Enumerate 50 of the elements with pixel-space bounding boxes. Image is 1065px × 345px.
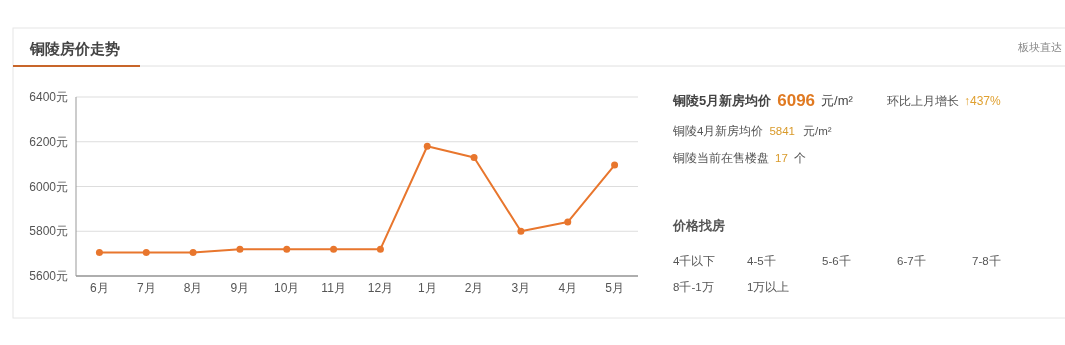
- text: 环比上月增长: [887, 94, 959, 108]
- y-tick-label: 5600元: [29, 269, 68, 283]
- y-tick-label: 6400元: [29, 90, 68, 104]
- text: 1万以上: [747, 281, 790, 293]
- point: [470, 153, 478, 161]
- text: 铜陵4月新房均价: [672, 124, 764, 137]
- point: [283, 245, 291, 253]
- x-tick-label: 9月: [230, 281, 250, 295]
- point: [330, 245, 338, 253]
- text: ↑437%: [964, 94, 1002, 108]
- x-tick-label: 10月: [274, 281, 300, 295]
- point: [236, 245, 244, 253]
- point: [564, 218, 572, 226]
- y-tick-label: 5800元: [29, 224, 68, 239]
- text: 个: [793, 152, 806, 164]
- text: 铜陵当前在售楼盘: [672, 152, 769, 164]
- point: [95, 249, 103, 257]
- x-tick-label: 12月: [367, 281, 394, 295]
- x-tick-label: 8月: [183, 281, 203, 295]
- text: 17: [775, 152, 788, 164]
- chart-title: 铜陵房价走势: [29, 40, 120, 57]
- x-tick-label: 7月: [136, 281, 156, 295]
- x-tick-label: 6月: [90, 281, 109, 295]
- point: [189, 249, 197, 257]
- text: 5-6千: [822, 254, 851, 267]
- x-tick-label: 2月: [464, 281, 484, 295]
- text: 板块直达: [1017, 41, 1062, 53]
- x-tick-label: 4月: [558, 281, 578, 295]
- text: 6-7千: [897, 254, 926, 267]
- text: 元/m²: [803, 125, 832, 137]
- text: 4千以下: [673, 254, 716, 267]
- x-tick-label: 1月: [417, 281, 437, 295]
- text: 8千-1万: [673, 280, 714, 293]
- text: 5841: [769, 125, 795, 137]
- x-tick-label: 11月: [321, 281, 346, 295]
- x-tick-label: 5月: [605, 281, 624, 295]
- point: [142, 249, 150, 257]
- text: 元/m²: [821, 93, 854, 108]
- y-tick-label: 6200元: [29, 134, 68, 149]
- point: [517, 227, 525, 235]
- point: [423, 142, 431, 150]
- text: 价格找房: [672, 218, 725, 233]
- point: [376, 245, 384, 253]
- point: [611, 161, 619, 169]
- text: 7-8千: [972, 254, 1001, 267]
- text: 4-5千: [747, 254, 776, 267]
- text: 6096: [777, 91, 816, 110]
- y-tick-label: 6000元: [29, 179, 68, 194]
- text: 铜陵5月新房均价: [672, 93, 773, 108]
- x-tick-label: 3月: [511, 281, 531, 295]
